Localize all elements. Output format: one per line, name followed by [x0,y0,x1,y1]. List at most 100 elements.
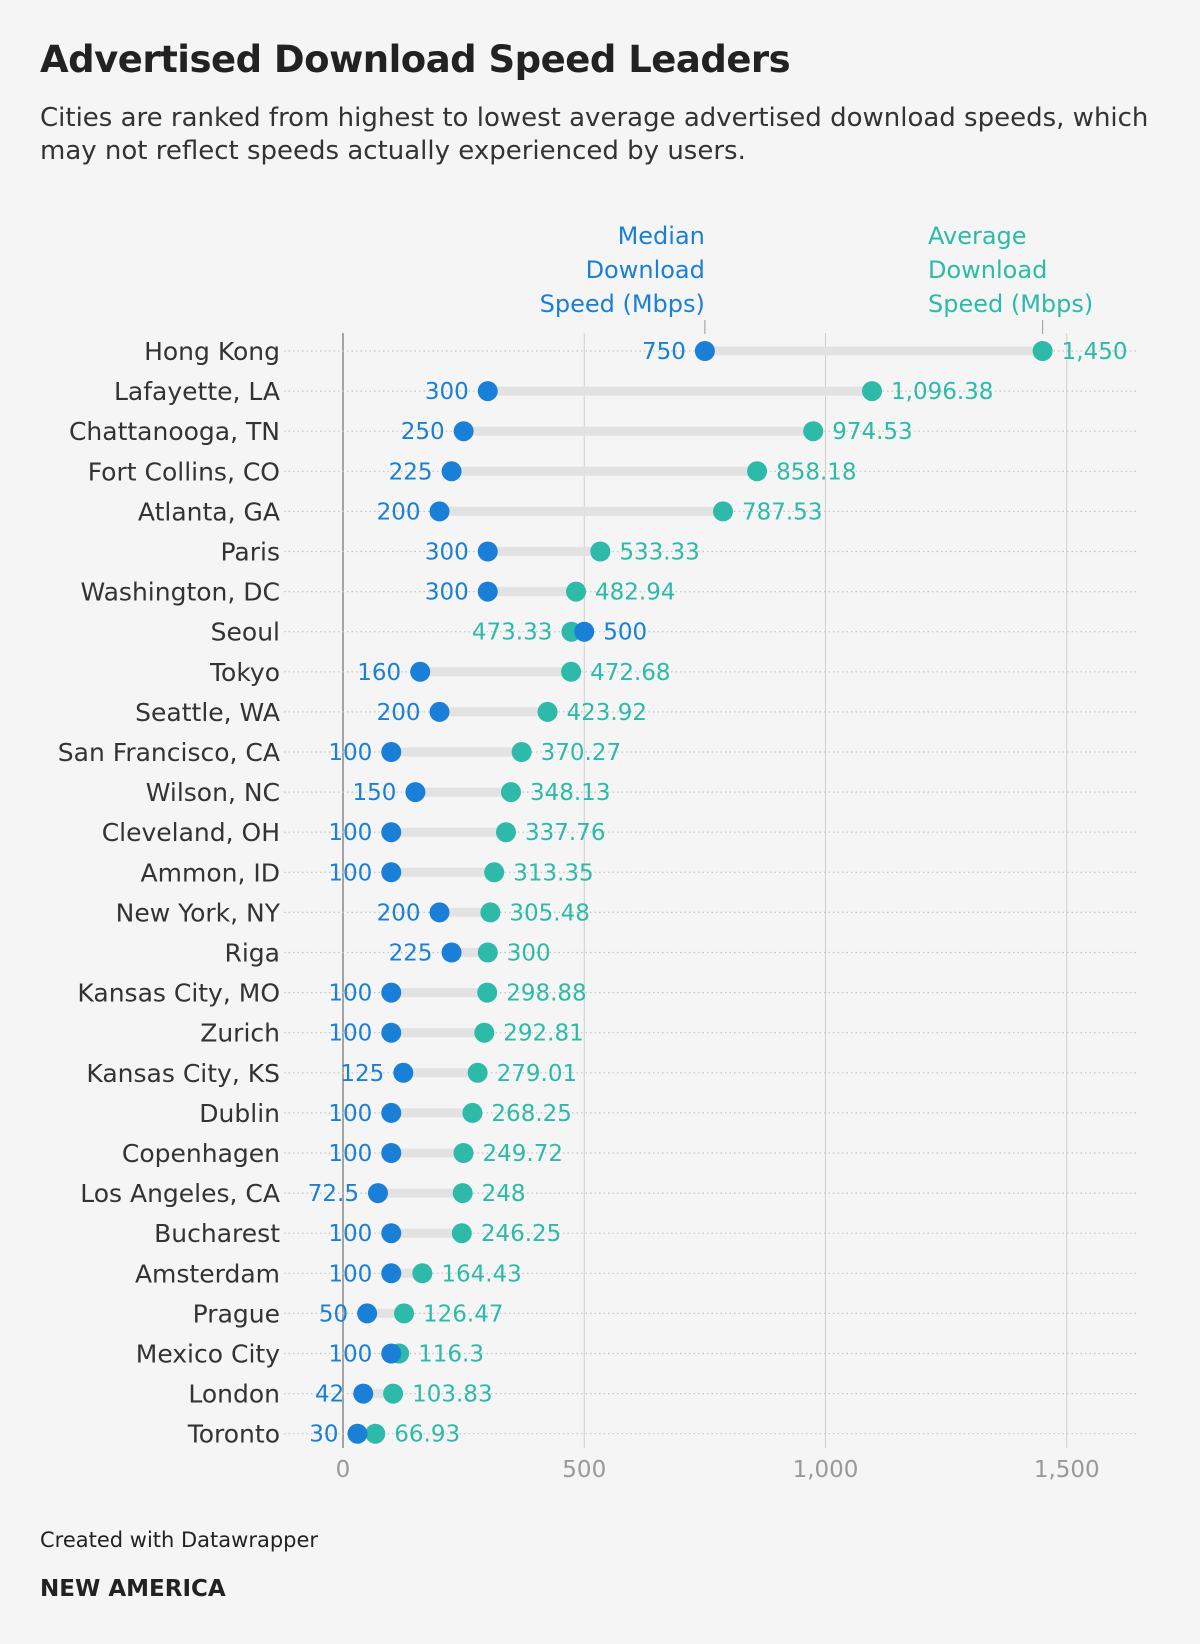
average-value-label: 268.25 [491,1101,571,1127]
median-value-label: 100 [328,1141,372,1167]
city-label: Mexico City [136,1340,280,1369]
city-label: London [188,1380,280,1409]
data-row: Prague 126.47 50 [193,1299,1138,1328]
average-dot [712,501,733,522]
average-value-label: 370.27 [541,740,621,766]
median-value-label: 100 [328,1021,372,1047]
average-dot [511,742,532,762]
average-dot [566,581,587,602]
median-value-label: 30 [309,1422,338,1448]
city-label: Prague [193,1299,280,1328]
average-dot [477,942,498,963]
average-value-label: 482.94 [595,580,675,606]
median-value-label: 125 [340,1061,384,1087]
average-dot [590,541,611,562]
median-dot [453,421,474,442]
average-value-label: 787.53 [742,499,822,525]
legend-median-label: Median [618,222,705,250]
data-row: Copenhagen 249.72 100 [122,1139,1138,1168]
median-value-label: 160 [357,660,401,686]
average-value-label: 313.35 [513,860,593,886]
median-value-label: 100 [328,1221,372,1247]
median-value-label: 100 [328,1101,372,1127]
city-label: Atlanta, GA [138,497,280,526]
median-dot [381,862,402,883]
city-label: Lafayette, LA [114,377,280,406]
legend: Median Download Speed (Mbps) Average Downloa… [540,222,1093,334]
median-dot [381,1143,402,1163]
median-dot [405,782,426,803]
median-value-label: 200 [377,900,421,926]
median-dot [441,461,462,482]
average-dot [561,661,582,682]
average-value-label: 116.3 [418,1342,484,1368]
median-dot [393,1062,414,1083]
average-value-label: 298.88 [506,981,586,1007]
gridlines [342,333,1068,1448]
city-label: San Francisco, CA [58,738,280,767]
city-label: Hong Kong [144,337,280,366]
median-value-label: 250 [401,419,445,445]
rows: Hong Kong 1,450 750 Lafayette, LA 1,096.38 30… [58,337,1138,1449]
data-row: Tokyo 472.68 160 [209,658,1138,687]
median-dot [694,341,715,361]
median-dot [477,381,498,402]
average-dot [394,1303,415,1324]
legend-average-label: Download [928,256,1047,284]
median-value-label: 100 [328,820,372,846]
footer-credit: Created with Datawrapper [40,1528,319,1552]
data-row: Kansas City, KS 279.01 125 [86,1059,1138,1088]
average-value-label: 305.48 [509,900,589,926]
x-tick-label: 1,500 [1034,1457,1100,1483]
average-value-label: 348.13 [530,780,610,806]
median-dot [429,501,450,522]
x-axis-ticks: 0 500 1,000 1,500 [336,1457,1100,1483]
average-dot [747,461,768,482]
average-value-label: 974.53 [832,419,912,445]
city-label: Riga [224,939,280,968]
average-dot [1032,341,1053,361]
city-label: Kansas City, KS [86,1059,280,1088]
median-value-label: 500 [603,620,647,646]
median-dot [347,1423,368,1444]
data-row: Fort Collins, CO 858.18 225 [88,457,1138,486]
median-dot [381,822,402,843]
average-value-label: 103.83 [412,1382,492,1408]
data-row: Lafayette, LA 1,096.38 300 [114,377,1138,406]
median-value-label: 72.5 [308,1181,359,1207]
average-dot [484,862,505,883]
data-row: London 103.83 42 [188,1380,1138,1409]
average-value-label: 249.72 [482,1141,562,1167]
city-label: New York, NY [116,898,281,927]
median-value-label: 50 [319,1301,348,1327]
median-dot [429,701,450,722]
city-label: Seoul [211,618,280,647]
data-row: Atlanta, GA 787.53 200 [138,497,1138,526]
data-row: Paris 533.33 300 [220,538,1138,567]
average-value-label: 1,096.38 [891,379,993,405]
data-row: Mexico City 116.3 100 [136,1340,1138,1369]
average-dot [862,381,883,402]
median-dot [381,982,402,1003]
average-value-label: 279.01 [497,1061,577,1087]
median-value-label: 750 [642,339,686,365]
footer-brand: NEW AMERICA [40,1576,226,1602]
median-dot [381,1343,402,1364]
average-dot [462,1102,483,1123]
average-dot [383,1383,404,1404]
average-dot [474,1022,495,1043]
median-dot [381,1022,402,1043]
average-dot [453,1143,474,1163]
average-value-label: 472.68 [590,660,670,686]
data-row: Zurich 292.81 100 [200,1019,1138,1048]
data-row: Riga 300 225 [224,939,1138,968]
average-value-label: 66.93 [394,1422,460,1448]
median-value-label: 100 [328,860,372,886]
median-dot [441,942,462,963]
median-value-label: 300 [425,580,469,606]
median-dot [381,1223,402,1244]
city-label: Wilson, NC [146,778,280,807]
median-value-label: 225 [389,459,433,485]
median-value-label: 100 [328,981,372,1007]
median-value-label: 300 [425,379,469,405]
